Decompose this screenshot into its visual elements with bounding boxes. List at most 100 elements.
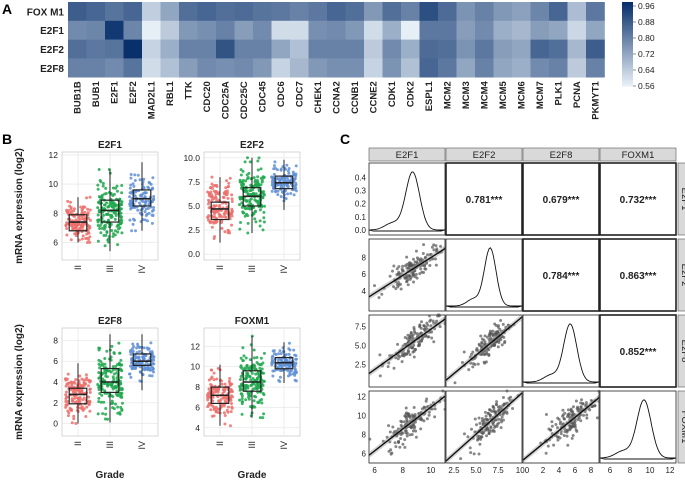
jitter-point	[72, 207, 76, 211]
jitter-point	[115, 385, 119, 389]
heatmap-cell	[419, 58, 439, 78]
scatter-point	[492, 430, 496, 434]
scatter-point	[428, 263, 432, 267]
heatmap-cell	[308, 39, 328, 59]
colorbar-segment	[622, 23, 633, 26]
jitter-point	[261, 416, 265, 420]
jitter-point	[286, 374, 290, 378]
colorbar-segment	[622, 35, 633, 39]
jitter-point	[111, 232, 115, 236]
jitter-point	[270, 359, 274, 363]
colorbar-tick-label: 0.88	[638, 17, 655, 27]
heatmap-column-label: CDK2	[406, 81, 417, 107]
colorbar-segment	[622, 77, 633, 81]
scatter-point	[412, 280, 416, 284]
colorbar-segment	[622, 37, 633, 41]
heatmap-cell	[530, 20, 550, 40]
scatter-point	[480, 340, 484, 344]
jitter-point	[213, 235, 217, 239]
colorbar-segment	[622, 56, 633, 60]
jitter-point	[96, 239, 100, 243]
jitter-point	[128, 218, 132, 222]
jitter-point	[102, 233, 106, 237]
scatter-point	[550, 424, 554, 428]
x-tick-label: II	[215, 441, 225, 446]
subplot-title: E2F2	[240, 140, 264, 151]
jitter-point	[270, 183, 274, 187]
scatter-point	[385, 435, 389, 439]
heatmap-cell	[253, 2, 272, 22]
scatter-point	[412, 406, 416, 410]
y-tick-label: 5.0	[188, 201, 200, 211]
jitter-point	[261, 361, 265, 365]
scatter-point	[477, 436, 481, 440]
heatmap-cell	[234, 58, 254, 78]
scatter-point	[480, 345, 484, 349]
jitter-point	[65, 227, 69, 231]
heatmap-row-label: E2F2	[40, 45, 64, 56]
scatter-point	[425, 397, 429, 401]
jitter-point	[206, 215, 210, 219]
scatter-point	[549, 428, 553, 432]
scatter-point	[487, 354, 491, 358]
jitter-point	[258, 219, 262, 223]
jitter-point	[229, 394, 233, 398]
jitter-point	[106, 417, 110, 421]
jitter-point	[246, 177, 250, 181]
jitter-point	[103, 203, 107, 207]
jitter-point	[146, 206, 150, 210]
heatmap-cell	[105, 39, 124, 59]
scatter-point	[427, 410, 431, 414]
heatmap-cell	[327, 39, 346, 59]
jitter-point	[143, 366, 147, 370]
jitter-point	[230, 209, 234, 213]
scatter-point	[475, 423, 479, 427]
scatter-point	[460, 360, 464, 364]
column-header-strip	[445, 147, 523, 162]
scatter-point	[566, 443, 570, 447]
jitter-point	[101, 210, 105, 214]
jitter-point	[88, 195, 92, 199]
jitter-point	[110, 229, 114, 233]
heatmap-cell	[567, 20, 587, 40]
jitter-point	[86, 207, 90, 211]
heatmap-cell	[179, 39, 198, 59]
jitter-point	[213, 210, 217, 214]
jitter-point	[223, 212, 227, 216]
scatter-point	[430, 336, 434, 340]
scatter-point	[570, 436, 574, 440]
column-header-label: E2F1	[396, 150, 419, 161]
scatter-point	[428, 330, 432, 334]
matrix-cell-frame	[522, 238, 600, 312]
regression-line	[368, 395, 446, 456]
jitter-point	[228, 424, 232, 428]
jitter-point	[135, 346, 139, 350]
scatter-point	[494, 418, 498, 422]
jitter-point	[136, 356, 140, 360]
box-body	[132, 353, 152, 366]
x-tick-label: IV	[137, 441, 147, 450]
heatmap-cell	[512, 20, 531, 40]
heatmap-column-label: E2F1	[110, 80, 121, 103]
jitter-point	[287, 171, 291, 175]
jitter-point	[128, 350, 132, 354]
scatter-point	[584, 401, 588, 405]
jitter-point	[100, 393, 104, 397]
jitter-point	[240, 392, 244, 396]
scatter-point	[499, 426, 503, 430]
jitter-point	[120, 391, 124, 395]
jitter-point	[220, 215, 224, 219]
jitter-point	[83, 210, 87, 214]
scatter-point	[509, 395, 513, 399]
scatter-point	[489, 417, 493, 421]
scatter-point	[411, 350, 415, 354]
heatmap-cell	[253, 39, 272, 59]
correlation-label: 0.679***	[543, 195, 580, 206]
colorbar-segment	[622, 14, 633, 18]
jitter-point	[218, 203, 222, 207]
jitter-point	[84, 236, 88, 240]
jitter-point	[143, 218, 147, 222]
scatter-point	[432, 248, 436, 252]
jitter-point	[226, 405, 230, 409]
scatter-point	[425, 261, 429, 265]
